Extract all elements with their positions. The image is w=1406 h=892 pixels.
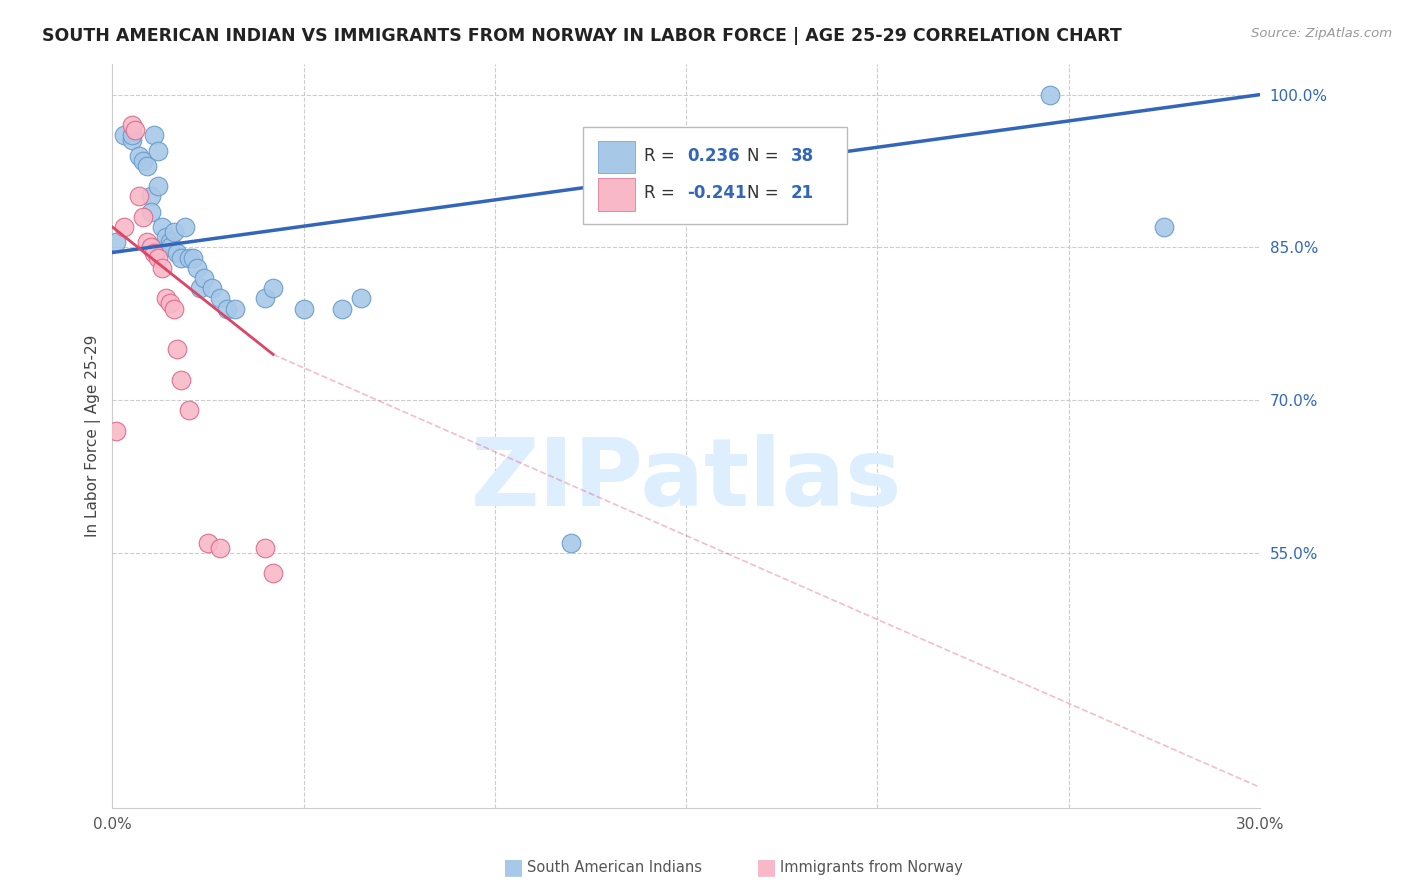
Text: -0.241: -0.241	[688, 185, 747, 202]
Point	[128, 189, 150, 203]
Point	[159, 235, 181, 250]
Point	[105, 235, 128, 250]
Point	[143, 245, 166, 260]
Text: ■: ■	[756, 857, 776, 877]
Point	[350, 291, 373, 305]
Point	[166, 245, 188, 260]
Text: Source: ZipAtlas.com: Source: ZipAtlas.com	[1251, 27, 1392, 40]
Point	[208, 291, 231, 305]
Point	[254, 541, 277, 555]
Text: 21: 21	[790, 185, 814, 202]
Point	[330, 301, 353, 316]
Point	[121, 118, 143, 132]
Point	[166, 343, 188, 357]
Text: ■: ■	[503, 857, 523, 877]
Point	[148, 251, 170, 265]
Point	[124, 123, 146, 137]
Point	[262, 281, 284, 295]
Point	[162, 225, 184, 239]
Point	[1039, 87, 1062, 102]
Point	[139, 240, 162, 254]
Point	[105, 424, 128, 438]
Point	[135, 235, 157, 250]
Point	[201, 281, 224, 295]
Point	[139, 204, 162, 219]
Point	[170, 373, 193, 387]
Point	[112, 128, 135, 143]
Point	[224, 301, 246, 316]
Point	[148, 144, 170, 158]
Point	[177, 251, 200, 265]
FancyBboxPatch shape	[598, 141, 634, 173]
Point	[262, 566, 284, 581]
Point	[143, 128, 166, 143]
Point	[135, 159, 157, 173]
Point	[155, 230, 177, 244]
Point	[190, 281, 212, 295]
Text: SOUTH AMERICAN INDIAN VS IMMIGRANTS FROM NORWAY IN LABOR FORCE | AGE 25-29 CORRE: SOUTH AMERICAN INDIAN VS IMMIGRANTS FROM…	[42, 27, 1122, 45]
Point	[159, 240, 181, 254]
Point	[128, 149, 150, 163]
Text: Immigrants from Norway: Immigrants from Norway	[780, 860, 963, 874]
Point	[150, 260, 173, 275]
Point	[177, 403, 200, 417]
FancyBboxPatch shape	[583, 128, 846, 224]
Point	[121, 133, 143, 147]
Point	[121, 128, 143, 143]
Point	[217, 301, 239, 316]
Text: 38: 38	[790, 147, 814, 165]
Point	[254, 291, 277, 305]
Point	[150, 220, 173, 235]
Point	[132, 153, 155, 168]
Point	[181, 251, 204, 265]
Point	[197, 536, 219, 550]
Point	[159, 296, 181, 310]
Text: South American Indians: South American Indians	[527, 860, 702, 874]
Point	[560, 536, 582, 550]
Point	[1153, 220, 1175, 235]
Text: R =: R =	[644, 185, 679, 202]
Point	[148, 179, 170, 194]
Point	[208, 541, 231, 555]
Point	[155, 291, 177, 305]
Y-axis label: In Labor Force | Age 25-29: In Labor Force | Age 25-29	[86, 334, 101, 537]
Text: N =: N =	[747, 147, 785, 165]
Point	[170, 251, 193, 265]
Point	[292, 301, 315, 316]
Point	[186, 260, 208, 275]
Text: 0.236: 0.236	[688, 147, 740, 165]
Text: R =: R =	[644, 147, 679, 165]
Point	[112, 220, 135, 235]
Text: ZIPatlas: ZIPatlas	[471, 434, 901, 526]
Point	[132, 210, 155, 224]
Point	[139, 189, 162, 203]
Point	[162, 301, 184, 316]
FancyBboxPatch shape	[598, 178, 634, 211]
Point	[150, 240, 173, 254]
Text: N =: N =	[747, 185, 785, 202]
Point	[193, 271, 215, 285]
Point	[174, 220, 197, 235]
